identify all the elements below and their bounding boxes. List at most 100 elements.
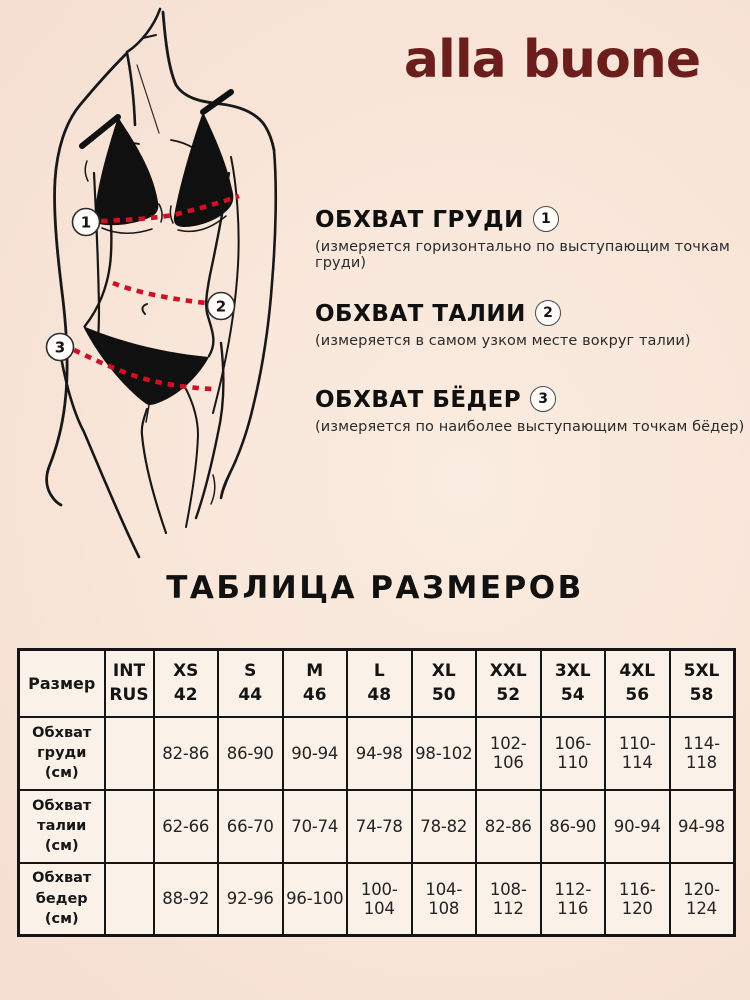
hips-value: 120-124 <box>668 861 735 937</box>
waist-description: (измеряется в самом узком месте вокруг т… <box>315 333 691 349</box>
hips-value: 92-96 <box>217 861 284 937</box>
waist-value: 74-78 <box>346 788 413 864</box>
body-measurement-illustration: 1 2 3 <box>25 5 325 565</box>
panties <box>83 326 209 405</box>
size-int: XS <box>173 660 199 681</box>
underbust-fold-right <box>177 215 227 233</box>
size-col-3xl: 3XL 54 <box>539 648 606 718</box>
empty-cell <box>103 788 155 864</box>
table-row-hips: Обхват бедер (см) 88-92 92-96 96-100 100… <box>17 861 735 937</box>
underbust-fold-left <box>101 227 153 234</box>
right-hand-line-1 <box>220 460 237 499</box>
size-rus: 42 <box>173 685 198 706</box>
bust-number-badge: 1 <box>532 206 559 232</box>
size-int: L <box>373 660 385 681</box>
marker-1-circle <box>71 207 101 237</box>
bra-strap-left <box>79 114 121 149</box>
size-col-5xl: 5XL 58 <box>668 648 735 718</box>
bust-value: 98-102 <box>410 715 477 791</box>
bra-strap-right <box>200 89 234 115</box>
marker-3-circle <box>45 332 75 362</box>
waist-value: 66-70 <box>217 788 284 864</box>
hips-value: 104-108 <box>410 861 477 937</box>
female-figure-drawing: 1 2 3 <box>45 7 278 559</box>
size-table-title: ТАБЛИЦА РАЗМЕРОВ <box>166 570 584 606</box>
bust-value: 102-106 <box>475 715 542 791</box>
corner-cell: Размер <box>17 648 106 718</box>
empty-cell <box>103 715 155 791</box>
bust-value: 82-86 <box>152 715 219 791</box>
size-col-m: M 46 <box>281 648 348 718</box>
size-rus: 52 <box>496 685 521 706</box>
measurement-waist: ОБХВАТ ТАЛИИ 2 (измеряется в самом узком… <box>315 300 747 349</box>
marker-2-circle <box>206 291 236 321</box>
neck-right-shoulder-line <box>161 10 276 152</box>
marker-2-number: 2 <box>216 297 226 315</box>
hips-value: 112-116 <box>539 861 606 937</box>
bust-description: (измеряется горизонтально по выступающим… <box>315 239 730 271</box>
table-row-bust: Обхват груди (см) 82-86 86-90 90-94 94-9… <box>17 715 735 791</box>
int-label: INT <box>112 660 146 681</box>
waist-number-badge: 2 <box>534 300 561 326</box>
neck-left-line <box>125 51 137 127</box>
bra-cup-right <box>173 112 234 227</box>
center-fold-1 <box>158 203 163 223</box>
size-rus: 46 <box>302 685 327 706</box>
waist-value: 70-74 <box>281 788 348 864</box>
torso-right-line <box>205 171 231 358</box>
waist-measure-line <box>112 280 207 306</box>
size-int: 5XL <box>683 660 720 681</box>
bust-value: 86-90 <box>217 715 284 791</box>
right-hand-line-2 <box>210 474 216 505</box>
waist-value: 90-94 <box>604 788 671 864</box>
brand-logo: alla buone <box>403 30 701 90</box>
bust-value: 90-94 <box>281 715 348 791</box>
right-leg-inner <box>185 388 199 528</box>
crotch-line <box>145 404 150 423</box>
size-int: XXL <box>489 660 527 681</box>
hips-value: 100-104 <box>346 861 413 937</box>
size-rus: 48 <box>367 685 392 706</box>
size-int: 4XL <box>619 660 656 681</box>
row-label: Обхват бедер (см) <box>17 861 106 937</box>
size-col-xs: XS 42 <box>152 648 219 718</box>
row-label: Обхват груди (см) <box>17 715 106 791</box>
bust-value: 110-114 <box>604 715 671 791</box>
measurement-hips: ОБХВАТ БЁДЕР 3 (измеряется по наиболее в… <box>315 386 747 435</box>
figure-marker-3: 3 <box>45 332 75 362</box>
hips-value: 116-120 <box>604 861 671 937</box>
bra-cup-left <box>94 117 159 226</box>
mouth-line <box>142 34 157 39</box>
left-arm-inner <box>92 171 101 338</box>
figure-marker-2: 2 <box>206 291 236 321</box>
jaw-line <box>125 7 162 54</box>
marker-1-number: 1 <box>81 213 91 231</box>
size-col-l: L 48 <box>346 648 413 718</box>
size-int: XL <box>431 660 456 681</box>
size-col-s: S 44 <box>217 648 284 718</box>
size-rus: 56 <box>625 685 650 706</box>
rus-label: RUS <box>109 685 149 706</box>
bust-title: ОБХВАТ ГРУДИ <box>315 207 524 233</box>
armpit-fold-left <box>84 160 89 182</box>
waist-value: 62-66 <box>152 788 219 864</box>
navel-mark <box>141 303 148 315</box>
size-rus: 44 <box>238 685 263 706</box>
measurement-bust: ОБХВАТ ГРУДИ 1 (измеряется горизонтально… <box>315 206 747 271</box>
hips-value: 88-92 <box>152 861 219 937</box>
figure-marker-1: 1 <box>71 207 101 237</box>
bust-value: 94-98 <box>346 715 413 791</box>
size-rus: 58 <box>689 685 714 706</box>
bust-value: 114-118 <box>668 715 735 791</box>
size-int: 3XL <box>554 660 591 681</box>
waist-value: 82-86 <box>475 788 542 864</box>
size-int: M <box>306 660 324 681</box>
empty-cell <box>103 861 155 937</box>
right-leg-outer <box>194 341 225 520</box>
bust-measure-line <box>100 193 240 224</box>
hips-title: ОБХВАТ БЁДЕР <box>315 387 522 413</box>
table-row-waist: Обхват талии (см) 62-66 66-70 70-74 74-7… <box>17 788 735 864</box>
center-fold-2 <box>169 205 174 224</box>
size-col-xxl: XXL 52 <box>475 648 542 718</box>
